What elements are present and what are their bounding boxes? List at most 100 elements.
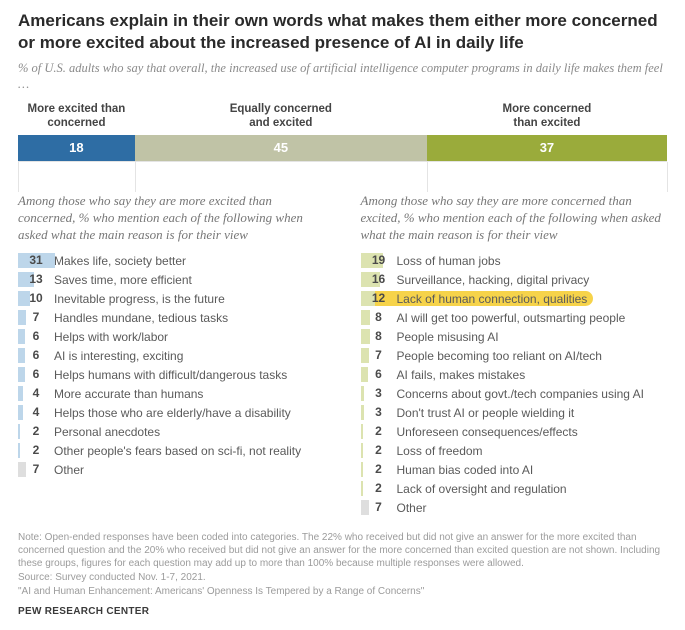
reason-row: 2Other people's fears based on sci-fi, n…: [18, 443, 325, 458]
reason-row: 2 Human bias coded into AI: [361, 462, 668, 477]
axis-tick: [18, 162, 19, 192]
reason-value: 19: [367, 253, 391, 268]
reason-label: People becoming too reliant on AI/tech: [397, 349, 602, 363]
reason-row: 7People becoming too reliant on AI/tech: [361, 348, 668, 363]
segment-label-line: than excited: [513, 117, 580, 129]
reason-value: 4: [24, 405, 48, 420]
stacked-segment: 45: [135, 135, 427, 161]
reason-row: 16Surveillance, hacking, digital privacy: [361, 272, 668, 287]
reason-row: 4 More accurate than humans: [18, 386, 325, 401]
mini-bar-fill: [361, 443, 363, 458]
reason-row: 6AI is interesting, exciting: [18, 348, 325, 363]
right-column: Among those who say they are more concer…: [361, 192, 668, 519]
reason-label: People misusing AI: [397, 330, 499, 344]
axis-tick: [135, 162, 136, 192]
mini-bar-fill: [361, 424, 363, 439]
reason-value: 2: [24, 424, 48, 439]
reason-row: 10Inevitable progress, is the future: [18, 291, 325, 306]
reason-row: 12Lack of human connection, qualities: [361, 291, 668, 306]
mini-bar-fill: [18, 405, 23, 420]
reason-row: 2 Personal anecdotes: [18, 424, 325, 439]
mini-bar-fill: [361, 386, 365, 401]
reason-value: 2: [24, 443, 48, 458]
footer-attribution: PEW RESEARCH CENTER: [18, 606, 667, 617]
reason-row: 6 Helps with work/labor: [18, 329, 325, 344]
reason-row: 19 Loss of human jobs: [361, 253, 668, 268]
reason-label: Helps with work/labor: [54, 330, 168, 344]
reason-value: 2: [367, 481, 391, 496]
note-line: "AI and Human Enhancement: Americans' Op…: [18, 585, 667, 598]
mini-bar-fill: [361, 481, 363, 496]
reason-label: AI fails, makes mistakes: [397, 368, 526, 382]
chart-subtitle: % of U.S. adults who say that overall, t…: [18, 60, 667, 94]
reason-value: 7: [367, 500, 391, 515]
reason-label: Makes life, society better: [54, 254, 186, 268]
stacked-bar-section: More excited than concerned Equally concer…: [18, 103, 667, 192]
note-line: Note: Open-ended responses have been cod…: [18, 531, 667, 570]
reason-value: 4: [24, 386, 48, 401]
reason-value: 2: [367, 424, 391, 439]
reason-row: 3Don't trust AI or people wielding it: [361, 405, 668, 420]
segment-value: 18: [69, 140, 83, 155]
reason-label: Human bias coded into AI: [397, 463, 534, 477]
reason-value: 3: [367, 386, 391, 401]
segment-label-line: More excited than: [28, 103, 126, 115]
reason-label: Loss of freedom: [397, 444, 483, 458]
reason-label: Handles mundane, tedious tasks: [54, 311, 228, 325]
reason-value: 2: [367, 462, 391, 477]
left-column-heading: Among those who say they are more excite…: [18, 192, 325, 243]
note-line: Source: Survey conducted Nov. 1-7, 2021.: [18, 571, 667, 584]
reason-row: 4Helps those who are elderly/have a disa…: [18, 405, 325, 420]
mini-bar-fill: [361, 405, 365, 420]
reason-value: 8: [367, 329, 391, 344]
axis-ticks: [18, 162, 667, 192]
mini-bar-fill: [18, 386, 23, 401]
chart-title: Americans explain in their own words wha…: [18, 10, 667, 54]
reason-value: 13: [24, 272, 48, 287]
reason-row: 2 Unforeseen consequences/effects: [361, 424, 668, 439]
reason-row: 2 Lack of oversight and regulation: [361, 481, 668, 496]
reason-label: Helps humans with difficult/dangerous ta…: [54, 368, 287, 382]
mini-bar-fill: [361, 462, 363, 477]
reason-value: 8: [367, 310, 391, 325]
reason-label: Other: [54, 463, 84, 477]
stacked-segment: 37: [427, 135, 667, 161]
reason-row: 2 Loss of freedom: [361, 443, 668, 458]
reason-label: Concerns about govt./tech companies usin…: [397, 387, 644, 401]
stacked-segment-label: More excited than concerned: [18, 103, 135, 131]
reason-value: 3: [367, 405, 391, 420]
reason-value: 12: [367, 291, 391, 306]
stacked-segment-label: Equally concerned and excited: [135, 103, 427, 131]
reason-label: More accurate than humans: [54, 387, 203, 401]
reason-row: 8 People misusing AI: [361, 329, 668, 344]
mini-bar-fill: [18, 424, 20, 439]
reason-value: 10: [24, 291, 48, 306]
reason-label: Unforeseen consequences/effects: [397, 425, 578, 439]
reason-value: 6: [24, 367, 48, 382]
reason-value: 7: [24, 310, 48, 325]
segment-value: 37: [540, 140, 554, 155]
reason-row: 8AI will get too powerful, outsmarting p…: [361, 310, 668, 325]
reason-value: 31: [24, 253, 48, 268]
reason-row: 7Other: [18, 462, 325, 477]
stacked-bar: 18 45 37: [18, 135, 667, 161]
reason-value: 6: [367, 367, 391, 382]
reason-label: Loss of human jobs: [397, 254, 501, 268]
reason-row: 31 Makes life, society better: [18, 253, 325, 268]
reason-value: 6: [24, 329, 48, 344]
reason-row: 7 Other: [361, 500, 668, 515]
reason-label: Surveillance, hacking, digital privacy: [397, 273, 590, 287]
reason-label: Personal anecdotes: [54, 425, 160, 439]
reason-label: Lack of oversight and regulation: [397, 482, 567, 496]
segment-label-line: More concerned: [503, 103, 592, 115]
segment-label-line: and excited: [249, 117, 312, 129]
reason-row: 6 AI fails, makes mistakes: [361, 367, 668, 382]
reason-label: Other: [397, 501, 427, 515]
segment-label-line: concerned: [47, 117, 105, 129]
reason-row: 3 Concerns about govt./tech companies usi…: [361, 386, 668, 401]
reason-label: AI is interesting, exciting: [54, 349, 183, 363]
segment-label-line: Equally concerned: [230, 103, 332, 115]
stacked-segment: 18: [18, 135, 135, 161]
stacked-segment-label: More concerned than excited: [427, 103, 667, 131]
reason-row: 6 Helps humans with difficult/dangerous t…: [18, 367, 325, 382]
